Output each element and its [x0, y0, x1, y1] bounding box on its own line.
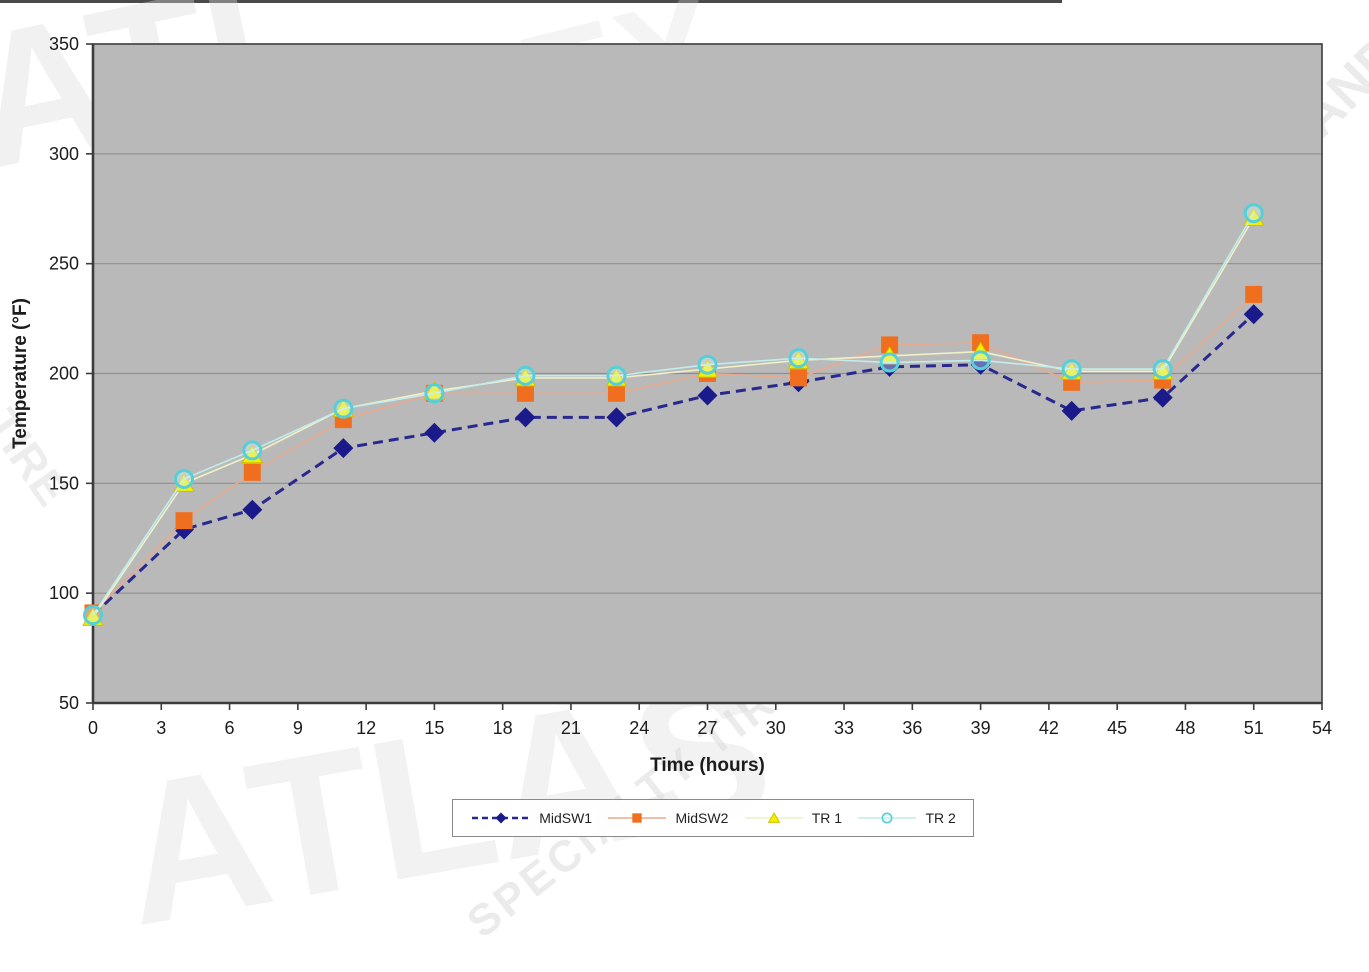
data-point-marker: [495, 812, 507, 824]
legend-item-MidSW2: MidSW2: [606, 808, 728, 828]
x-tick-label: 36: [902, 718, 922, 738]
legend-label: MidSW2: [675, 810, 729, 826]
x-tick-label: 45: [1107, 718, 1127, 738]
legend-label: MidSW1: [539, 810, 593, 826]
x-tick-label: 24: [629, 718, 649, 738]
legend-item-TR2: TR 2: [856, 808, 956, 828]
data-point-marker: [333, 438, 354, 459]
data-point-marker: [1152, 359, 1173, 380]
y-tick-label: 300: [49, 144, 79, 164]
data-point-marker: [697, 385, 718, 406]
data-point-marker: [881, 812, 893, 824]
x-tick-label: 18: [493, 718, 513, 738]
x-tick-label: 15: [424, 718, 444, 738]
chart-legend: MidSW1 MidSW2 TR 1 TR 2: [452, 799, 974, 837]
y-axis-title: Temperature (°F): [10, 298, 31, 449]
y-tick-label: 100: [49, 583, 79, 603]
data-point-marker: [606, 365, 627, 386]
data-point-marker: [1243, 304, 1264, 325]
data-point-marker: [1152, 387, 1173, 408]
x-tick-label: 27: [697, 718, 717, 738]
legend-label: TR 2: [925, 810, 956, 826]
data-point-marker: [516, 384, 534, 402]
temperature-line-chart: 50 100 150 200 250 300 350 0 3 6 9 12 15 18 21 24 27 30 33…: [10, 34, 1332, 776]
data-point-marker: [242, 499, 263, 520]
data-point-marker: [424, 383, 445, 404]
x-axis-title: Time (hours): [650, 755, 765, 776]
data-point-marker: [83, 605, 103, 626]
data-point-marker: [175, 512, 193, 530]
data-point-marker: [788, 348, 809, 369]
y-tick-label: 200: [49, 364, 79, 384]
data-point-marker: [1245, 285, 1263, 303]
legend-item-MidSW1: MidSW1: [470, 808, 592, 828]
data-point-marker: [767, 812, 781, 823]
data-point-marker: [606, 407, 627, 428]
x-tick-label: 6: [225, 718, 235, 738]
x-tick-label: 54: [1312, 718, 1332, 738]
x-tick-label: 33: [834, 718, 854, 738]
data-point-marker: [174, 468, 195, 489]
data-point-marker: [790, 369, 808, 387]
scan-artifact-top-edge: [0, 0, 1062, 3]
x-tick-label: 48: [1175, 718, 1195, 738]
x-tick-label: 3: [156, 718, 166, 738]
data-point-marker: [333, 398, 354, 419]
x-tick-label: 9: [293, 718, 303, 738]
data-point-marker: [1061, 359, 1082, 380]
x-tick-label: 42: [1039, 718, 1059, 738]
data-point-marker: [1243, 203, 1264, 224]
y-tick-label: 350: [49, 34, 79, 54]
data-point-marker: [970, 350, 991, 371]
y-tick-label: 50: [59, 693, 79, 713]
legend-marker-square-icon: [608, 813, 667, 823]
x-tick-label: 30: [766, 718, 786, 738]
legend-marker-circle-icon: [858, 812, 917, 824]
legend-marker-diamond-icon: [472, 812, 531, 824]
data-point-marker: [881, 336, 899, 354]
data-point-marker: [242, 440, 263, 461]
y-tick-label: 250: [49, 254, 79, 274]
data-point-marker: [632, 813, 643, 823]
legend-label: TR 1: [811, 810, 843, 826]
legend-item-TR1: TR 1: [743, 808, 842, 828]
x-tick-label: 12: [356, 718, 376, 738]
x-tick-label: 51: [1244, 718, 1264, 738]
series-TR2: [83, 203, 1264, 626]
legend-marker-triangle-icon: [744, 812, 803, 823]
data-point-marker: [607, 384, 625, 402]
data-point-marker: [515, 365, 536, 386]
series-line: [92, 293, 1255, 614]
y-tick-label: 150: [49, 473, 79, 493]
x-tick-label: 39: [971, 718, 991, 738]
data-point-marker: [424, 422, 445, 443]
data-point-marker: [697, 354, 718, 375]
data-point-marker: [879, 352, 900, 373]
data-point-marker: [243, 463, 261, 481]
data-point-marker: [1061, 400, 1082, 421]
x-tick-label: 21: [561, 718, 581, 738]
x-tick-label: 0: [88, 718, 98, 738]
series-line: [92, 212, 1255, 616]
data-point-marker: [515, 407, 536, 428]
series-line: [91, 313, 1255, 617]
